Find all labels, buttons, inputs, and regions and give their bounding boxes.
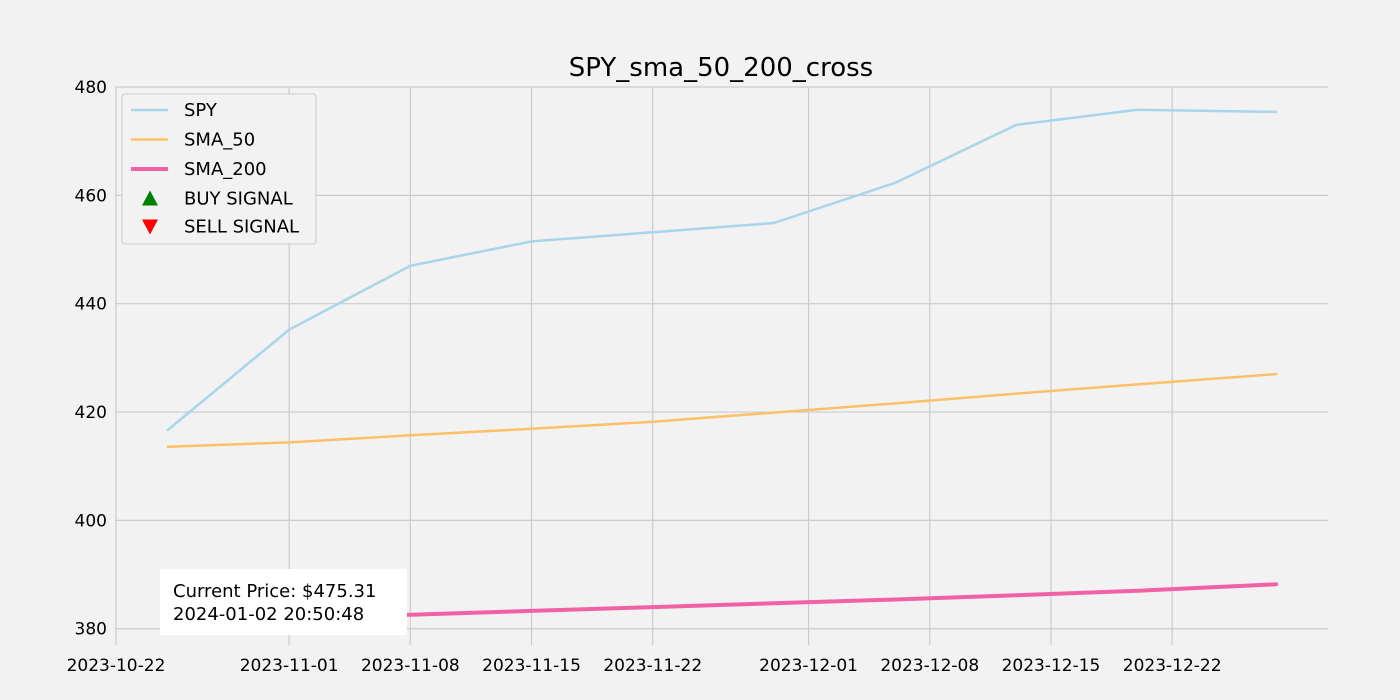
tick-labels: 2023-10-22 2023-11-01 2023-11-08 2023-11-15… xyxy=(67,78,1222,676)
annotation-box xyxy=(160,569,407,635)
annotation-price: Current Price: $475.31 xyxy=(173,581,376,602)
x-tick-label: 2023-12-15 xyxy=(1002,656,1101,676)
legend-box xyxy=(121,93,317,245)
y-tick-label: 440 xyxy=(75,295,107,315)
plot-area xyxy=(116,87,1328,645)
legend-label-sma-200: SMA_200 xyxy=(184,159,267,180)
y-tick-label: 460 xyxy=(75,186,107,206)
x-tick-label: 2023-11-22 xyxy=(603,656,702,676)
legend-label-buy-signal: BUY SIGNAL xyxy=(184,189,293,210)
x-tick-label: 2023-10-22 xyxy=(67,656,166,676)
y-tick-label: 420 xyxy=(75,403,107,423)
series-line-spy xyxy=(166,108,1278,432)
legend: SPY SMA_50 SMA_200 BUY SIGNAL SELL SIGNAL xyxy=(121,93,317,245)
y-tick-label: 380 xyxy=(75,620,107,640)
series-line-sma-50 xyxy=(166,372,1278,448)
y-tick-label: 480 xyxy=(75,78,107,98)
annotation-timestamp: 2024-01-02 20:50:48 xyxy=(173,604,364,625)
y-tick-label: 400 xyxy=(75,511,107,531)
current-price-annotation: Current Price: $475.31 2024-01-02 20:50:… xyxy=(160,569,407,635)
legend-label-sell-signal: SELL SIGNAL xyxy=(184,217,299,238)
x-tick-label: 2023-12-08 xyxy=(880,656,979,676)
legend-label-sma-50: SMA_50 xyxy=(184,130,255,151)
chart-title: SPY_sma_50_200_cross xyxy=(569,53,873,83)
x-tick-label: 2023-11-15 xyxy=(482,656,581,676)
x-tick-label: 2023-12-01 xyxy=(759,656,858,676)
x-tick-label: 2023-11-01 xyxy=(240,656,339,676)
x-tick-label: 2023-11-08 xyxy=(361,656,460,676)
grid xyxy=(115,86,1328,645)
x-tick-label: 2023-12-22 xyxy=(1123,656,1222,676)
legend-label-spy: SPY xyxy=(184,100,218,121)
legend-marker-sell-signal xyxy=(142,219,158,235)
legend-marker-buy-signal xyxy=(142,190,158,206)
